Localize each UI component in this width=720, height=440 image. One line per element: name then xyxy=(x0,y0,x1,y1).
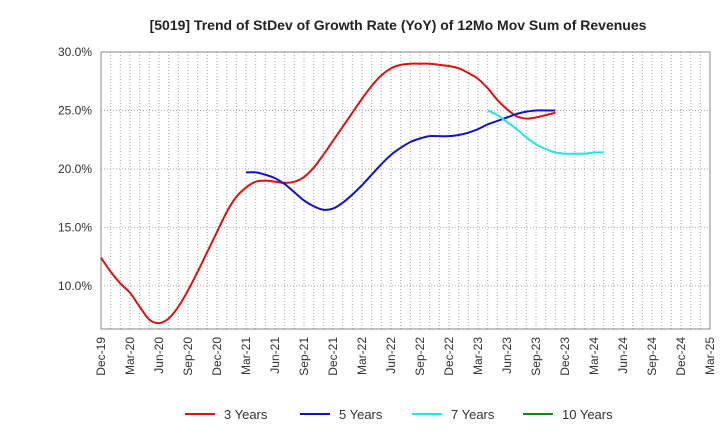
plot-area xyxy=(100,51,711,330)
x-tick-label: Mar-20 xyxy=(123,337,137,375)
x-tick-label: Mar-25 xyxy=(703,337,717,375)
legend-label-10-years: 10 Years xyxy=(562,407,613,422)
x-tick-label: Jun-23 xyxy=(500,337,514,374)
x-tick-label: Dec-24 xyxy=(674,337,688,376)
chart-title: [5019] Trend of StDev of Growth Rate (Yo… xyxy=(150,17,647,33)
x-tick-label: Jun-22 xyxy=(384,337,398,374)
y-axis: 10.0% 15.0% 20.0% 25.0% 30.0% xyxy=(58,45,92,293)
y-tick-label: 15.0% xyxy=(58,220,92,234)
x-tick-label: Sep-21 xyxy=(297,337,311,376)
legend-label-7-years: 7 Years xyxy=(451,407,495,422)
x-tick-label: Mar-23 xyxy=(471,337,485,375)
legend-label-3-years: 3 Years xyxy=(224,407,268,422)
series-lines xyxy=(100,62,604,325)
x-tick-label: Mar-21 xyxy=(239,337,253,375)
series-line-7-years xyxy=(487,109,604,155)
x-tick-label: Dec-19 xyxy=(94,337,108,376)
x-tick-label: Sep-24 xyxy=(645,337,659,376)
x-tick-label: Sep-23 xyxy=(529,337,543,376)
y-tick-label: 30.0% xyxy=(58,45,92,59)
x-tick-label: Dec-22 xyxy=(442,337,456,376)
grid xyxy=(101,52,710,329)
x-tick-label: Jun-24 xyxy=(616,337,630,374)
series-line-5-years xyxy=(245,109,556,211)
x-tick-label: Dec-21 xyxy=(326,337,340,376)
legend-label-5-years: 5 Years xyxy=(339,407,383,422)
y-tick-label: 20.0% xyxy=(58,162,92,176)
x-tick-label: Sep-20 xyxy=(181,337,195,376)
legend: 3 Years 5 Years 7 Years 10 Years xyxy=(185,407,613,422)
x-tick-label: Mar-24 xyxy=(587,337,601,375)
x-tick-label: Mar-22 xyxy=(355,337,369,375)
x-tick-label: Sep-22 xyxy=(413,337,427,376)
x-tick-label: Dec-20 xyxy=(210,337,224,376)
x-axis: Dec-19 Mar-20 Jun-20 Sep-20 Dec-20 Mar-21 Jun-… xyxy=(94,337,717,376)
x-tick-label: Jun-20 xyxy=(152,337,166,374)
y-tick-label: 25.0% xyxy=(58,103,92,117)
x-tick-label: Dec-23 xyxy=(558,337,572,376)
series-line-3-years xyxy=(100,62,556,325)
y-tick-label: 10.0% xyxy=(58,279,92,293)
x-tick-label: Jun-21 xyxy=(268,337,282,374)
